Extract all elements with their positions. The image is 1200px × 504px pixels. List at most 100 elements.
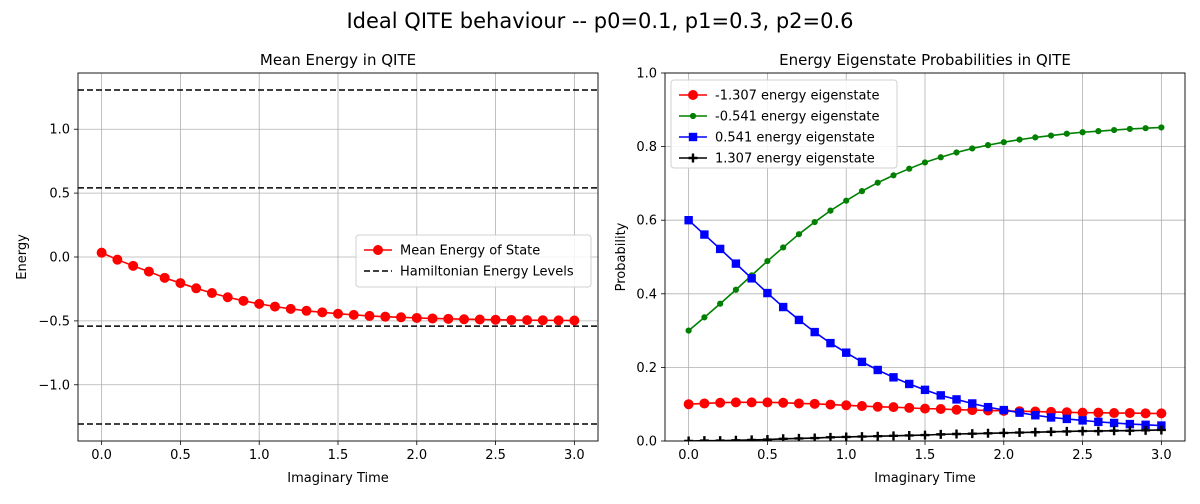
x-tick-label: 1.5 (915, 448, 936, 463)
series-2-point (794, 315, 804, 325)
series-0-point (443, 313, 454, 324)
series-3-point (1030, 427, 1040, 437)
series-2-point (905, 379, 914, 389)
x-tick-label: 2.0 (406, 448, 427, 463)
x-tick-label: 0.5 (170, 448, 191, 463)
series-3-point (983, 428, 993, 438)
series-0-point (841, 400, 852, 411)
series-2-point (700, 230, 709, 239)
series-3-point (888, 431, 898, 441)
series-3-point (873, 431, 883, 441)
series-0-point (537, 315, 548, 326)
series-2-point (873, 365, 882, 375)
series-2-point (999, 405, 1008, 415)
series-0-point (364, 310, 375, 321)
series-0-point (128, 260, 139, 271)
series-0-point (1124, 408, 1135, 419)
series-1-point (1047, 132, 1055, 139)
series-0-point (1077, 407, 1088, 418)
series-1-point (1110, 126, 1118, 134)
series-3-point (904, 430, 914, 440)
series-2-point (857, 357, 867, 367)
mean-energy-plot: 0.0 0.5 1.0 1.5 2.0 2.5 3.0 −1.0 −0.5 0.0 0.5 1.0 Me… (15, 51, 599, 486)
series-2-point (1094, 417, 1103, 427)
series-0-point (888, 402, 899, 413)
series-3-point (778, 434, 788, 441)
y-tick-label: 1.0 (636, 67, 657, 82)
legend-marker (689, 112, 697, 120)
series-3-point (936, 429, 946, 439)
series-2-point (715, 244, 725, 254)
x-tick-label: 0.0 (91, 448, 112, 463)
series-1-point (858, 188, 866, 195)
series-0-point (490, 314, 501, 325)
series-1-point (921, 159, 929, 166)
series-2-point (889, 373, 898, 382)
series-3-point (747, 435, 757, 441)
series-2-point (968, 399, 977, 408)
legend-label: -1.307 energy eigenstate (715, 89, 880, 104)
series-1-point (1095, 128, 1102, 135)
series-0-point (746, 397, 757, 408)
series-2-point (731, 259, 741, 268)
series-0-point (191, 283, 202, 294)
series-0-point (569, 315, 580, 326)
series-0-point (96, 247, 107, 258)
series-0-point (159, 272, 170, 283)
x-tick-label: 2.5 (1072, 448, 1093, 463)
eigenstate-probability-plot: 0.0 0.5 1.0 1.5 2.0 2.5 3.0 0.0 0.2 0.4 0.6 0.8 1.0 E… (614, 51, 1186, 486)
series-0-point (904, 402, 915, 413)
series-3-point (794, 433, 804, 441)
series-0-point (715, 397, 726, 408)
y-tick-label: 0.0 (49, 251, 70, 266)
series-0-point (809, 398, 820, 409)
series-3-point (1141, 425, 1151, 435)
y-axis-label: Energy (15, 234, 30, 280)
series-0-point (380, 311, 391, 322)
series-2-point (920, 385, 930, 395)
series-0-point (522, 315, 533, 326)
series-2-point (1015, 408, 1024, 417)
series-0-point (506, 314, 517, 325)
series-3-point (952, 429, 962, 439)
y-tick-label: 1.0 (49, 123, 70, 138)
series-1-point (843, 197, 850, 204)
series-2-point (1031, 411, 1040, 420)
series-0-point (333, 308, 343, 319)
legend-label: Hamiltonian Energy Levels (400, 265, 574, 280)
series-0-point (348, 309, 359, 320)
series-2-point (1109, 418, 1119, 428)
series-0-point (778, 397, 789, 408)
series-1-point (780, 244, 787, 251)
series-1-point (827, 207, 834, 214)
legend-frame (670, 79, 898, 169)
series-1-point (1126, 125, 1133, 133)
series-2-point (952, 395, 961, 404)
axes-frame (664, 72, 1186, 442)
series-3-point (1156, 425, 1166, 435)
series-3-point (1093, 426, 1103, 436)
series-1-point (1079, 129, 1086, 136)
series-0-point (143, 266, 154, 277)
series-3-point (762, 435, 772, 441)
data-layer (683, 124, 1167, 441)
legend-frame (355, 234, 592, 288)
series-2-point (936, 391, 945, 400)
series-0-point (459, 314, 470, 325)
x-axis-label: Imaginary Time (287, 471, 389, 486)
legend-label: Mean Energy of State (400, 244, 540, 259)
series-0-point (762, 397, 773, 408)
series-0-point (254, 298, 265, 309)
series-1-point (937, 154, 944, 161)
series-0-point (1109, 408, 1120, 419)
series-0-point (872, 401, 883, 412)
legend-label: 1.307 energy eigenstate (715, 152, 875, 167)
series-0-point (269, 301, 280, 312)
series-3-point (841, 432, 851, 441)
series-0-point (793, 398, 804, 409)
series-2-point (842, 348, 851, 357)
y-tick-label: 0.6 (636, 214, 657, 229)
x-tick-label: 2.0 (993, 448, 1014, 463)
series-2-point (747, 274, 756, 283)
